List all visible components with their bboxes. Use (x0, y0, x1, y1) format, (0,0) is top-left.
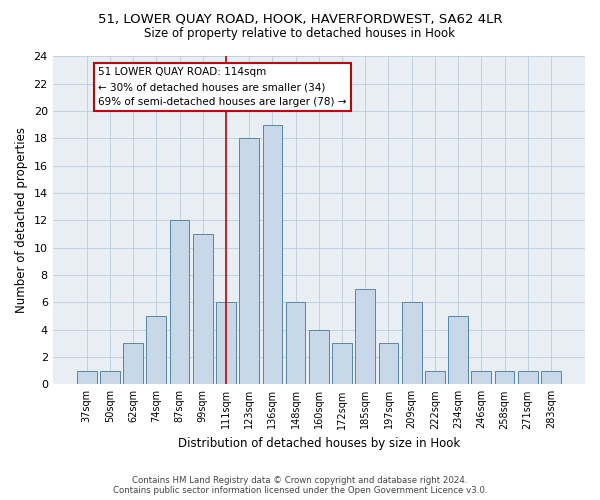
X-axis label: Distribution of detached houses by size in Hook: Distribution of detached houses by size … (178, 437, 460, 450)
Bar (425, 370, 445, 384)
Bar (193, 234, 212, 384)
Text: 51 LOWER QUAY ROAD: 114sqm
← 30% of detached houses are smaller (34)
69% of semi: 51 LOWER QUAY ROAD: 114sqm ← 30% of deta… (98, 68, 347, 107)
Bar (402, 302, 422, 384)
Bar (170, 220, 190, 384)
Bar (494, 370, 514, 384)
Bar (448, 316, 468, 384)
Bar (263, 125, 282, 384)
Bar (472, 370, 491, 384)
Bar (100, 370, 120, 384)
Text: Contains HM Land Registry data © Crown copyright and database right 2024.
Contai: Contains HM Land Registry data © Crown c… (113, 476, 487, 495)
Bar (379, 344, 398, 384)
Bar (239, 138, 259, 384)
Bar (123, 344, 143, 384)
Bar (355, 288, 375, 384)
Bar (518, 370, 538, 384)
Bar (146, 316, 166, 384)
Text: Size of property relative to detached houses in Hook: Size of property relative to detached ho… (145, 28, 455, 40)
Y-axis label: Number of detached properties: Number of detached properties (15, 128, 28, 314)
Bar (216, 302, 236, 384)
Bar (541, 370, 561, 384)
Bar (332, 344, 352, 384)
Bar (286, 302, 305, 384)
Bar (77, 370, 97, 384)
Text: 51, LOWER QUAY ROAD, HOOK, HAVERFORDWEST, SA62 4LR: 51, LOWER QUAY ROAD, HOOK, HAVERFORDWEST… (98, 12, 502, 26)
Bar (309, 330, 329, 384)
